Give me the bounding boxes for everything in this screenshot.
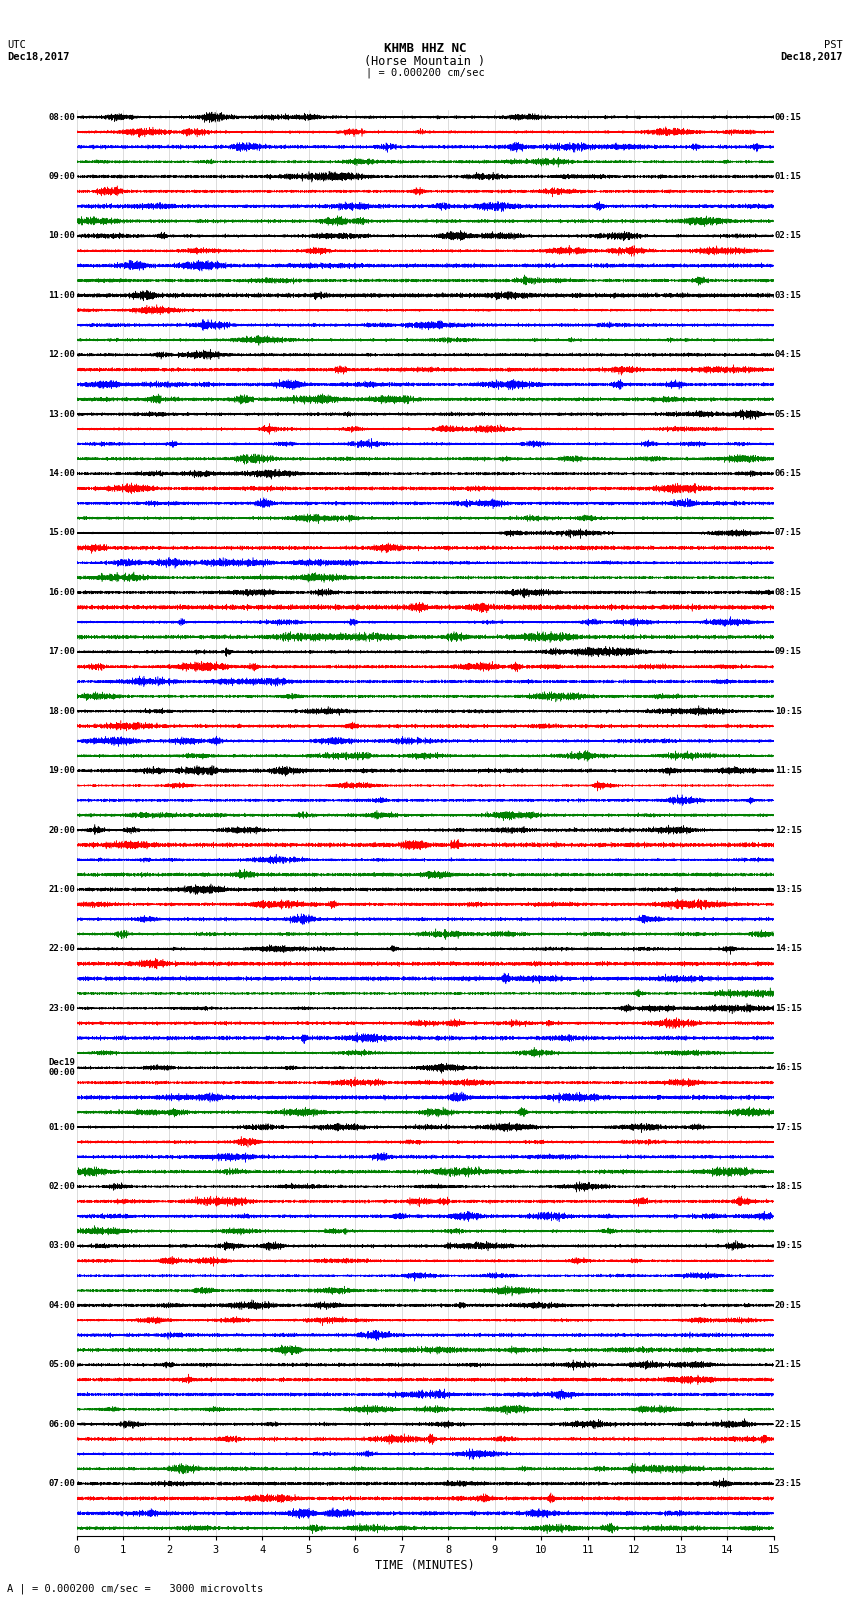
Text: 00:15: 00:15 — [775, 113, 802, 121]
Text: 09:00: 09:00 — [48, 173, 75, 181]
Text: 18:15: 18:15 — [775, 1182, 802, 1190]
Text: Dec18,2017: Dec18,2017 — [780, 52, 843, 61]
Text: 04:15: 04:15 — [775, 350, 802, 360]
Text: KHMB HHZ NC: KHMB HHZ NC — [383, 42, 467, 55]
Text: 21:00: 21:00 — [48, 886, 75, 894]
Text: A | = 0.000200 cm/sec =   3000 microvolts: A | = 0.000200 cm/sec = 3000 microvolts — [7, 1582, 263, 1594]
Text: 21:15: 21:15 — [775, 1360, 802, 1369]
Text: 17:00: 17:00 — [48, 647, 75, 656]
Text: 03:15: 03:15 — [775, 290, 802, 300]
Text: 02:00: 02:00 — [48, 1182, 75, 1190]
Text: 23:15: 23:15 — [775, 1479, 802, 1489]
Text: 16:00: 16:00 — [48, 587, 75, 597]
Text: 19:15: 19:15 — [775, 1242, 802, 1250]
Text: 14:00: 14:00 — [48, 469, 75, 477]
Text: 04:00: 04:00 — [48, 1300, 75, 1310]
Text: 20:00: 20:00 — [48, 826, 75, 834]
Text: 03:00: 03:00 — [48, 1242, 75, 1250]
Text: 05:00: 05:00 — [48, 1360, 75, 1369]
Text: 13:15: 13:15 — [775, 886, 802, 894]
Text: 02:15: 02:15 — [775, 231, 802, 240]
Text: 11:15: 11:15 — [775, 766, 802, 776]
Text: 14:15: 14:15 — [775, 944, 802, 953]
Text: 06:00: 06:00 — [48, 1419, 75, 1429]
Text: 08:00: 08:00 — [48, 113, 75, 121]
Text: 07:15: 07:15 — [775, 529, 802, 537]
Text: UTC: UTC — [7, 40, 26, 50]
Text: 15:00: 15:00 — [48, 529, 75, 537]
Text: 01:00: 01:00 — [48, 1123, 75, 1132]
Text: 22:15: 22:15 — [775, 1419, 802, 1429]
Text: | = 0.000200 cm/sec: | = 0.000200 cm/sec — [366, 68, 484, 79]
Text: 18:00: 18:00 — [48, 706, 75, 716]
Text: 06:15: 06:15 — [775, 469, 802, 477]
Text: PST: PST — [824, 40, 843, 50]
Text: 20:15: 20:15 — [775, 1300, 802, 1310]
Text: 09:15: 09:15 — [775, 647, 802, 656]
Text: Dec18,2017: Dec18,2017 — [7, 52, 70, 61]
Text: 22:00: 22:00 — [48, 944, 75, 953]
Text: (Horse Mountain ): (Horse Mountain ) — [365, 55, 485, 68]
Text: 11:00: 11:00 — [48, 290, 75, 300]
Text: Dec19
00:00: Dec19 00:00 — [48, 1058, 75, 1077]
Text: 17:15: 17:15 — [775, 1123, 802, 1132]
Text: 10:15: 10:15 — [775, 706, 802, 716]
Text: 23:00: 23:00 — [48, 1003, 75, 1013]
Text: 12:15: 12:15 — [775, 826, 802, 834]
Text: 13:00: 13:00 — [48, 410, 75, 419]
Text: 12:00: 12:00 — [48, 350, 75, 360]
Text: 05:15: 05:15 — [775, 410, 802, 419]
Text: 16:15: 16:15 — [775, 1063, 802, 1073]
X-axis label: TIME (MINUTES): TIME (MINUTES) — [375, 1558, 475, 1571]
Text: 01:15: 01:15 — [775, 173, 802, 181]
Text: 07:00: 07:00 — [48, 1479, 75, 1489]
Text: 15:15: 15:15 — [775, 1003, 802, 1013]
Text: 08:15: 08:15 — [775, 587, 802, 597]
Text: 10:00: 10:00 — [48, 231, 75, 240]
Text: 19:00: 19:00 — [48, 766, 75, 776]
